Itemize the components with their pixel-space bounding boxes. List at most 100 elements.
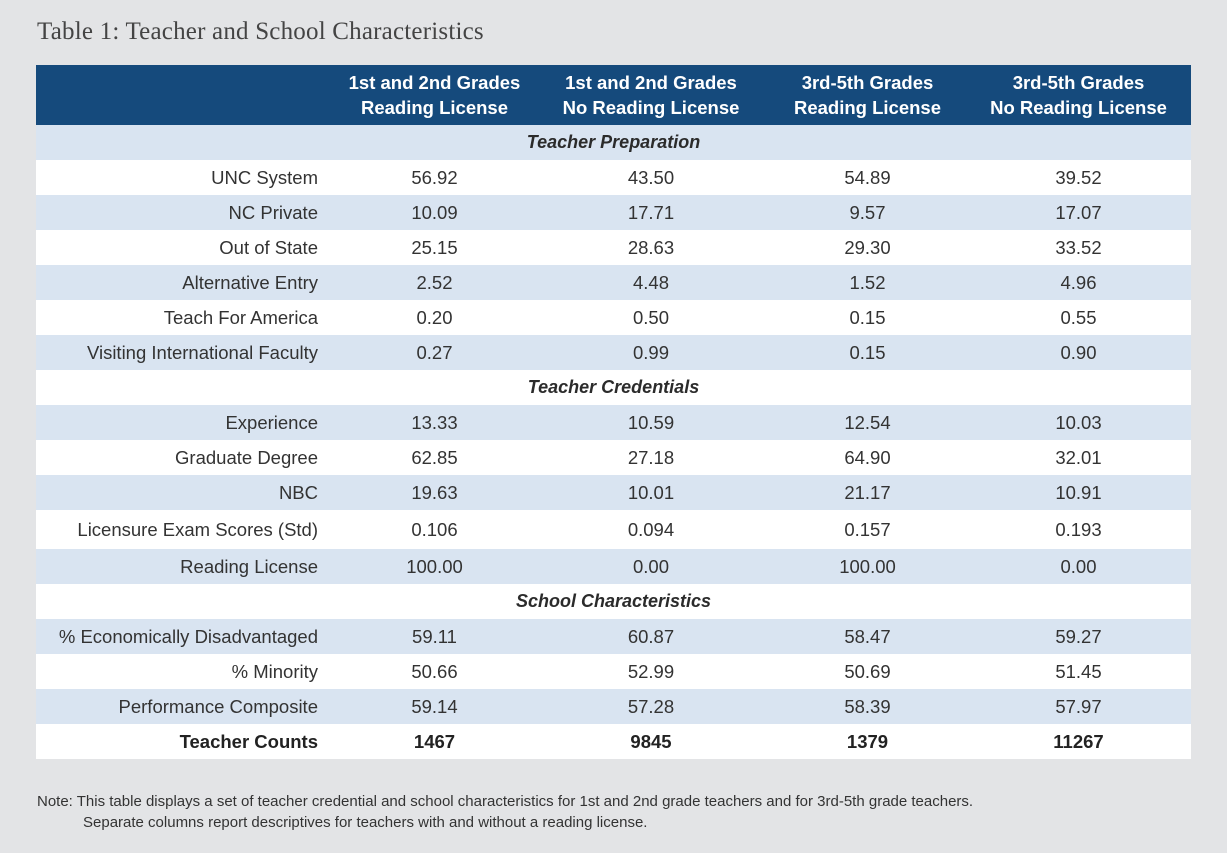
table-cell: 32.01 bbox=[1055, 446, 1102, 468]
table-cell: 11267 bbox=[1053, 730, 1104, 752]
table-cell: 0.106 bbox=[411, 518, 458, 540]
section-title: Teacher Credentials bbox=[527, 377, 700, 397]
table-cell: 100.00 bbox=[406, 555, 463, 577]
header-col-1: 1st and 2nd Grades Reading License bbox=[336, 65, 533, 125]
table-cell: 17.07 bbox=[1055, 201, 1102, 223]
table-cell: 28.63 bbox=[627, 236, 675, 258]
table-cell: 0.20 bbox=[416, 306, 453, 328]
table-row: Experience 13.33 10.59 12.54 10.03 bbox=[36, 405, 1191, 440]
table-cell: 2.52 bbox=[416, 271, 453, 293]
section-title: Teacher Preparation bbox=[526, 132, 701, 152]
header-col-4-line-1: 3rd-5th Grades bbox=[1012, 72, 1145, 93]
characteristics-table: 1st and 2nd Grades Reading License 1st an… bbox=[36, 65, 1191, 759]
row-label: Experience bbox=[225, 411, 318, 433]
row-label: Teach For America bbox=[163, 306, 318, 328]
table-cell: 27.18 bbox=[627, 446, 675, 468]
header-col-2-line-2: No Reading License bbox=[562, 97, 740, 118]
header-col-3-line-1: 3rd-5th Grades bbox=[801, 72, 934, 93]
row-label: Graduate Degree bbox=[175, 446, 318, 468]
table-cell: 59.27 bbox=[1055, 625, 1102, 647]
table-row: NBC 19.63 10.01 21.17 10.91 bbox=[36, 475, 1191, 510]
table-cell: 0.99 bbox=[632, 341, 669, 363]
table-cell: 100.00 bbox=[839, 555, 896, 577]
table-cell: 10.91 bbox=[1055, 481, 1102, 503]
table-cell: 33.52 bbox=[1055, 236, 1102, 258]
header-col-3-line-2: Reading License bbox=[793, 97, 941, 118]
table-cell: 58.47 bbox=[844, 625, 891, 647]
section-header-row: Teacher Credentials bbox=[36, 370, 1191, 405]
row-label: % Economically Disadvantaged bbox=[58, 625, 318, 647]
table-cell: 0.55 bbox=[1060, 306, 1097, 328]
row-label: Licensure Exam Scores (Std) bbox=[77, 518, 318, 540]
table-cell: 10.59 bbox=[627, 411, 675, 433]
table-row: Graduate Degree 62.85 27.18 64.90 32.01 bbox=[36, 440, 1191, 475]
table-cell: 25.15 bbox=[411, 236, 458, 258]
totals-row: Teacher Counts 1467 9845 1379 11267 bbox=[36, 724, 1191, 759]
note-line-2: Separate columns report descriptives for… bbox=[83, 814, 648, 831]
table-cell: 0.157 bbox=[844, 518, 891, 540]
row-label: % Minority bbox=[231, 660, 318, 682]
table-cell: 39.52 bbox=[1055, 166, 1102, 188]
table-cell: 1379 bbox=[846, 730, 889, 752]
table-cell: 59.11 bbox=[412, 625, 457, 647]
table-cell: 59.14 bbox=[411, 695, 458, 717]
table-cell: 0.50 bbox=[632, 306, 669, 328]
section-header-row: School Characteristics bbox=[36, 584, 1191, 619]
table-cell: 12.54 bbox=[844, 411, 891, 433]
table-cell: 17.71 bbox=[627, 201, 675, 223]
table-cell: 56.92 bbox=[411, 166, 458, 188]
table-row: Out of State 25.15 28.63 29.30 33.52 bbox=[36, 230, 1191, 265]
table-cell: 0.094 bbox=[627, 518, 675, 540]
table-cell: 13.33 bbox=[411, 411, 458, 433]
table-cell: 64.90 bbox=[844, 446, 891, 468]
table-cell: 50.69 bbox=[844, 660, 891, 682]
table-row: Teach For America 0.20 0.50 0.15 0.55 bbox=[36, 300, 1191, 335]
table-cell: 4.96 bbox=[1060, 271, 1097, 293]
note-line-1: Note: This table displays a set of teach… bbox=[37, 793, 974, 810]
table-cell: 0.15 bbox=[849, 341, 886, 363]
row-label: Out of State bbox=[219, 236, 318, 258]
table-header-row: 1st and 2nd Grades Reading License 1st an… bbox=[36, 65, 1191, 125]
table-cell: 52.99 bbox=[627, 660, 675, 682]
table-cell: 0.193 bbox=[1055, 518, 1102, 540]
row-label: Reading License bbox=[180, 555, 318, 577]
section-title: School Characteristics bbox=[515, 591, 712, 611]
table-row: Licensure Exam Scores (Std) 0.106 0.094 0.1… bbox=[36, 510, 1191, 549]
row-label: Performance Composite bbox=[118, 695, 318, 717]
table-cell: 19.63 bbox=[411, 481, 458, 503]
table-cell: 51.45 bbox=[1055, 660, 1102, 682]
table-cell: 1467 bbox=[413, 730, 456, 752]
table-row: Performance Composite 59.14 57.28 58.39 57.9… bbox=[36, 689, 1191, 724]
table-cell: 0.90 bbox=[1060, 341, 1097, 363]
table-cell: 57.97 bbox=[1055, 695, 1102, 717]
table-row: Visiting International Faculty 0.27 0.99 0.… bbox=[36, 335, 1191, 370]
table-row: UNC System 56.92 43.50 54.89 39.52 bbox=[36, 160, 1191, 195]
table-note: Note: This table displays a set of teach… bbox=[37, 791, 1197, 833]
header-col-2: 1st and 2nd Grades No Reading License bbox=[533, 65, 769, 125]
table-row: % Economically Disadvantaged 59.11 60.87 58… bbox=[36, 619, 1191, 654]
header-col-1-line-1: 1st and 2nd Grades bbox=[348, 72, 521, 93]
table-cell: 1.52 bbox=[849, 271, 886, 293]
table-cell: 0.27 bbox=[416, 341, 453, 363]
table-cell: 10.03 bbox=[1055, 411, 1102, 433]
section-header-row: Teacher Preparation bbox=[36, 125, 1191, 160]
row-label: UNC System bbox=[211, 166, 318, 188]
header-col-4-line-2: No Reading License bbox=[990, 97, 1167, 118]
page-title: Table 1: Teacher and School Characterist… bbox=[37, 18, 484, 45]
table-cell: 50.66 bbox=[411, 660, 458, 682]
row-label: NC Private bbox=[228, 201, 318, 223]
row-label: Teacher Counts bbox=[179, 730, 318, 752]
table-cell: 21.17 bbox=[844, 481, 891, 503]
header-col-1-line-2: Reading License bbox=[360, 97, 508, 118]
table-cell: 0.00 bbox=[1060, 555, 1097, 577]
table-cell: 57.28 bbox=[627, 695, 675, 717]
table-cell: 60.87 bbox=[627, 625, 675, 647]
header-col-3: 3rd-5th Grades Reading License bbox=[769, 65, 966, 125]
table-cell: 0.15 bbox=[849, 306, 886, 328]
table-cell: 43.50 bbox=[627, 166, 675, 188]
table-cell: 54.89 bbox=[844, 166, 891, 188]
table-cell: 10.09 bbox=[411, 201, 458, 223]
row-label: Alternative Entry bbox=[182, 271, 318, 293]
table-cell: 4.48 bbox=[632, 271, 669, 293]
table-row: NC Private 10.09 17.71 9.57 17.07 bbox=[36, 195, 1191, 230]
